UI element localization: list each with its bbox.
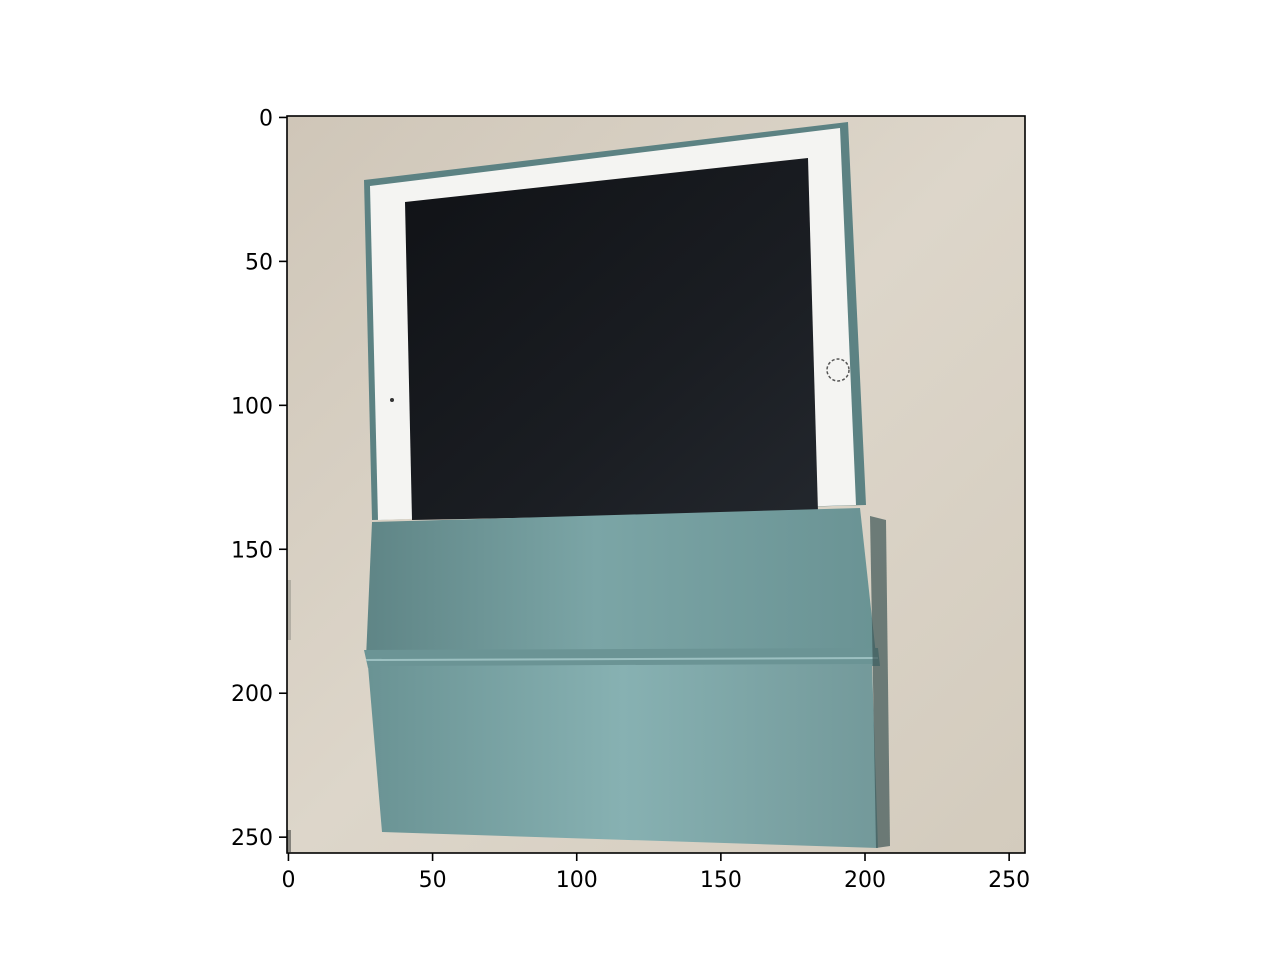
x-tick-label: 200	[844, 868, 886, 893]
y-tick-label: 150	[231, 538, 273, 563]
x-tick-label: 0	[281, 868, 295, 893]
y-tick-label: 200	[231, 682, 273, 707]
y-tick-label: 0	[259, 106, 273, 131]
y-axis: 0 50 100 150 200 250	[231, 106, 287, 851]
y-tick-label: 250	[231, 826, 273, 851]
x-tick-label: 100	[556, 868, 598, 893]
cover-edge-shadow	[870, 516, 890, 848]
cover-flap-top	[366, 508, 876, 658]
axes-frame	[286, 115, 1026, 854]
cover-flap-bottom	[368, 664, 878, 848]
y-tick-label: 100	[231, 394, 273, 419]
home-button-icon	[826, 358, 850, 382]
x-tick-label: 250	[988, 868, 1030, 893]
tablet-photo	[287, 116, 1025, 853]
x-tick-label: 150	[700, 868, 742, 893]
x-tick-label: 50	[419, 868, 447, 893]
y-tick-label: 50	[245, 250, 273, 275]
camera-dot-icon	[390, 398, 394, 402]
tablet-screen	[405, 158, 818, 520]
x-axis: 0 50 100 150 200 250	[281, 853, 1030, 893]
